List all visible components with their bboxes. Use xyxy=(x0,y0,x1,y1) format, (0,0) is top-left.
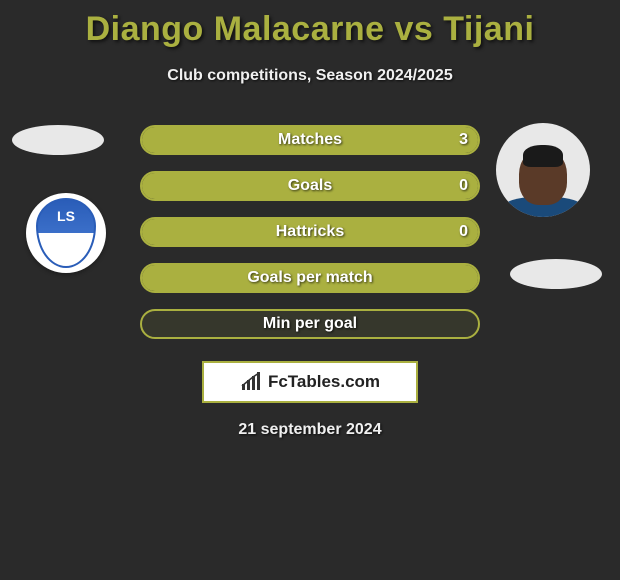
stat-label: Goals xyxy=(288,177,332,195)
lausanne-badge-icon xyxy=(36,198,96,268)
chart-icon xyxy=(240,372,264,392)
fctables-label: FcTables.com xyxy=(268,372,380,392)
stat-value-right: 3 xyxy=(459,131,468,149)
stat-rows: Matches 3 Goals 0 Hattricks 0 Goals per match M… xyxy=(140,125,480,339)
stat-row: Min per goal xyxy=(140,309,480,339)
stat-label: Goals per match xyxy=(247,269,372,287)
stat-row: Hattricks 0 xyxy=(140,217,480,247)
stat-label: Hattricks xyxy=(276,223,344,241)
right-player-avatar xyxy=(496,123,590,217)
subtitle: Club competitions, Season 2024/2025 xyxy=(0,67,620,85)
stat-label: Min per goal xyxy=(263,315,357,333)
fctables-watermark: FcTables.com xyxy=(202,361,418,403)
stat-value-right: 0 xyxy=(459,223,468,241)
right-club-badge-placeholder xyxy=(510,259,602,289)
stat-value-right: 0 xyxy=(459,177,468,195)
stat-row: Goals 0 xyxy=(140,171,480,201)
stat-label: Matches xyxy=(278,131,342,149)
date-line: 21 september 2024 xyxy=(0,421,620,439)
stat-row: Goals per match xyxy=(140,263,480,293)
stat-row: Matches 3 xyxy=(140,125,480,155)
left-club-badge xyxy=(26,193,106,273)
left-player-avatar-placeholder xyxy=(12,125,104,155)
stats-area: Matches 3 Goals 0 Hattricks 0 Goals per match M… xyxy=(0,125,620,439)
comparison-card: Diango Malacarne vs Tijani Club competit… xyxy=(0,0,620,439)
page-title: Diango Malacarne vs Tijani xyxy=(0,10,620,49)
